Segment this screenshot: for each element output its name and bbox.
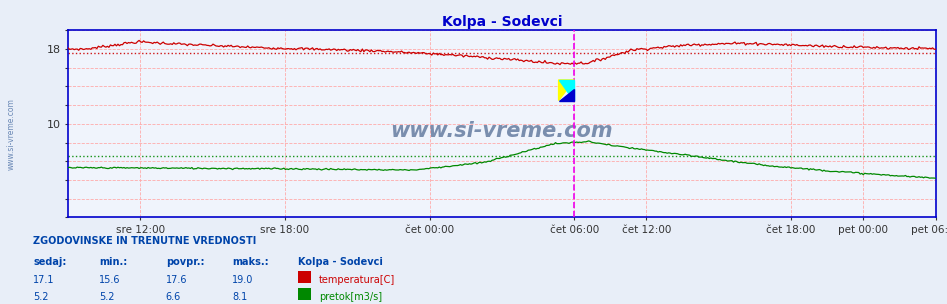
Text: 6.6: 6.6 (166, 292, 181, 302)
Text: ZGODOVINSKE IN TRENUTNE VREDNOSTI: ZGODOVINSKE IN TRENUTNE VREDNOSTI (33, 236, 257, 246)
Text: 8.1: 8.1 (232, 292, 247, 302)
Text: sedaj:: sedaj: (33, 257, 66, 267)
Text: 5.2: 5.2 (99, 292, 115, 302)
Text: 17.1: 17.1 (33, 275, 55, 285)
Text: 17.6: 17.6 (166, 275, 188, 285)
Text: min.:: min.: (99, 257, 128, 267)
Text: www.si-vreme.com: www.si-vreme.com (7, 98, 16, 170)
Text: 19.0: 19.0 (232, 275, 254, 285)
Text: Kolpa - Sodevci: Kolpa - Sodevci (298, 257, 384, 267)
Text: 15.6: 15.6 (99, 275, 121, 285)
Text: www.si-vreme.com: www.si-vreme.com (390, 121, 614, 141)
Polygon shape (559, 80, 574, 101)
Text: 5.2: 5.2 (33, 292, 48, 302)
Text: povpr.:: povpr.: (166, 257, 205, 267)
Text: maks.:: maks.: (232, 257, 269, 267)
Polygon shape (559, 80, 574, 101)
Title: Kolpa - Sodevci: Kolpa - Sodevci (441, 15, 563, 29)
Text: pretok[m3/s]: pretok[m3/s] (319, 292, 383, 302)
Polygon shape (559, 89, 574, 101)
Text: temperatura[C]: temperatura[C] (319, 275, 396, 285)
